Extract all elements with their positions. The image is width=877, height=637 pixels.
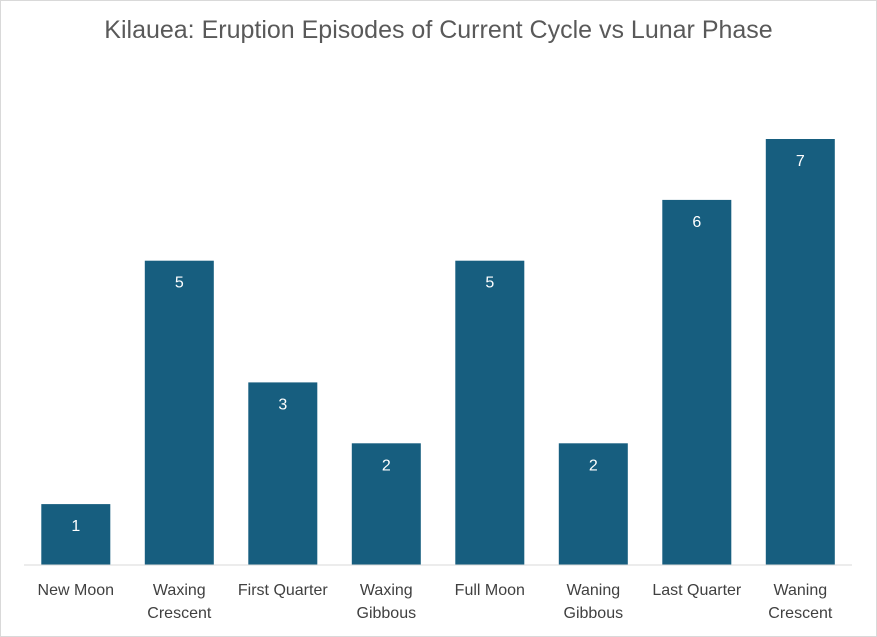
bar-1 <box>144 260 214 565</box>
x-tick-label-2: First Quarter <box>238 582 328 599</box>
bar-0 <box>41 504 111 565</box>
bar-7 <box>765 139 835 565</box>
data-label-1: 5 <box>175 275 184 292</box>
data-label-7: 7 <box>796 153 805 170</box>
x-tick-labels: New Moon Waxing Crescent First Quarter Waxin… <box>38 582 833 622</box>
data-label-3: 2 <box>382 457 391 474</box>
data-label-5: 2 <box>589 457 598 474</box>
data-label-2: 3 <box>278 396 287 413</box>
chart-title: Kilauea: Eruption Episodes of Current Cy… <box>104 16 773 44</box>
data-label-6: 6 <box>692 214 701 231</box>
bars-group: 1 5 3 2 5 2 6 7 <box>41 139 835 565</box>
x-tick-label-3: Waxing Gibbous <box>357 582 417 622</box>
x-tick-label-5: Waning Gibbous <box>564 582 624 622</box>
bar-3 <box>351 443 421 565</box>
bar-2 <box>248 382 318 565</box>
x-tick-label-4: Full Moon <box>455 582 525 599</box>
x-tick-label-1: Waxing Crescent <box>147 582 212 622</box>
bar-6 <box>662 199 732 565</box>
x-tick-label-7: Waning Crescent <box>768 582 833 622</box>
x-tick-label-0: New Moon <box>38 582 114 599</box>
bar-5 <box>558 443 628 565</box>
bar-4 <box>455 260 525 565</box>
x-tick-label-6: Last Quarter <box>652 582 742 599</box>
data-label-4: 5 <box>485 275 494 292</box>
data-label-0: 1 <box>71 518 80 535</box>
